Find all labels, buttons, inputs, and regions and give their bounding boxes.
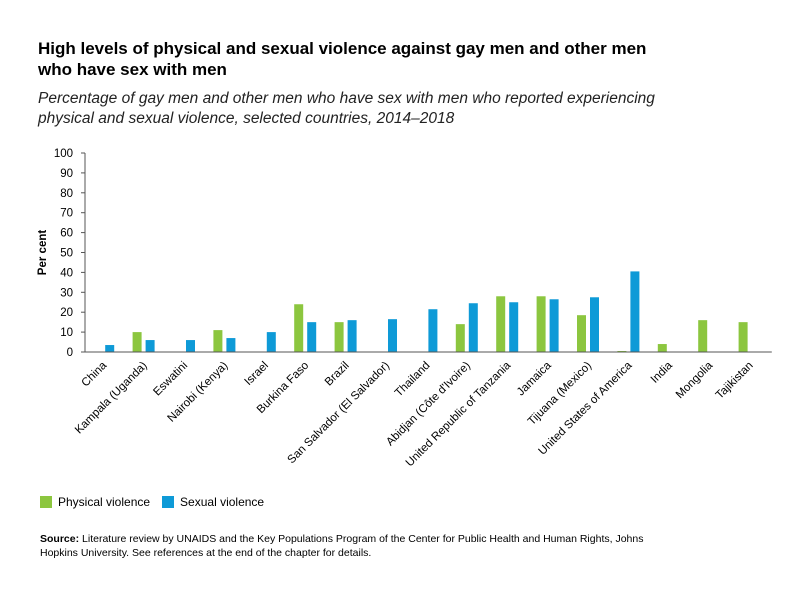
y-tick-label: 60 — [60, 228, 73, 240]
x-tick-label: Thailand — [393, 360, 433, 400]
bar-physical — [577, 315, 586, 352]
y-axis-label: Per cent — [37, 230, 49, 276]
bars — [105, 271, 748, 352]
bar-sexual — [428, 309, 438, 352]
x-tick-label: Jamaica — [515, 359, 554, 398]
y-tick-label: 0 — [67, 347, 73, 359]
y-tick-label: 90 — [60, 168, 73, 180]
y-tick-label: 70 — [60, 208, 73, 220]
legend: Physical violence Sexual violence — [40, 495, 276, 509]
x-tick-label: Kampala (Uganda) — [73, 360, 150, 437]
legend-swatch-physical — [40, 496, 52, 508]
y-tick-label: 100 — [54, 148, 73, 160]
bar-sexual — [468, 303, 478, 352]
chart-subtitle: Percentage of gay men and other men who … — [38, 90, 655, 127]
legend-label-sexual: Sexual violence — [180, 495, 265, 509]
bar-physical — [496, 296, 506, 352]
bar-sexual — [549, 299, 559, 352]
bar-sexual — [590, 297, 599, 352]
x-tick-label: Mongolia — [674, 359, 716, 401]
bar-physical — [738, 322, 748, 352]
bar-sexual — [509, 302, 519, 352]
legend-item-sexual: Sexual violence — [162, 495, 264, 509]
bar-sexual — [388, 319, 397, 352]
bar-physical — [294, 304, 304, 352]
y-tick-label: 80 — [60, 188, 73, 200]
bar-sexual — [266, 332, 276, 352]
source-label: Source: — [40, 533, 80, 545]
y-axis: 0 10 20 30 40 50 60 70 80 90 100 Per cent — [37, 148, 86, 359]
bar-physical — [334, 322, 344, 352]
bar-physical — [213, 330, 223, 352]
bar-sexual — [186, 340, 195, 352]
bar-physical — [132, 332, 142, 352]
bar-physical — [536, 296, 546, 352]
y-tick-label: 50 — [60, 248, 73, 260]
y-tick-label: 40 — [60, 267, 73, 279]
x-tick-label: Brazil — [323, 360, 352, 389]
y-tick-label: 10 — [60, 327, 73, 339]
x-tick-label: Tajikistan — [714, 360, 756, 402]
bar-physical — [698, 320, 708, 352]
bar-chart: 0 10 20 30 40 50 60 70 80 90 100 Per cent ChinaKamp… — [37, 148, 772, 469]
bar-sexual — [226, 338, 236, 352]
bar-sexual — [307, 322, 317, 352]
x-tick-label: Eswatini — [151, 360, 190, 399]
bar-physical — [455, 324, 465, 352]
bar-sexual — [105, 345, 115, 352]
y-tick-label: 30 — [60, 287, 73, 299]
legend-label-physical: Physical violence — [58, 495, 151, 509]
bar-sexual — [630, 271, 640, 352]
bar-sexual — [347, 320, 357, 352]
legend-item-physical: Physical violence — [40, 495, 150, 509]
y-tick-label: 20 — [60, 307, 73, 319]
chart-title: High levels of physical and sexual viole… — [38, 39, 647, 79]
source-note: Source: Literature review by UNAIDS and … — [40, 532, 660, 560]
x-tick-label: China — [80, 359, 110, 389]
x-tick-label: Israel — [243, 360, 271, 388]
bar-sexual — [145, 340, 155, 352]
x-tick-label: India — [649, 359, 676, 386]
bar-physical — [657, 344, 667, 352]
legend-swatch-sexual — [162, 496, 175, 508]
source-text: Literature review by UNAIDS and the Key … — [40, 533, 644, 559]
